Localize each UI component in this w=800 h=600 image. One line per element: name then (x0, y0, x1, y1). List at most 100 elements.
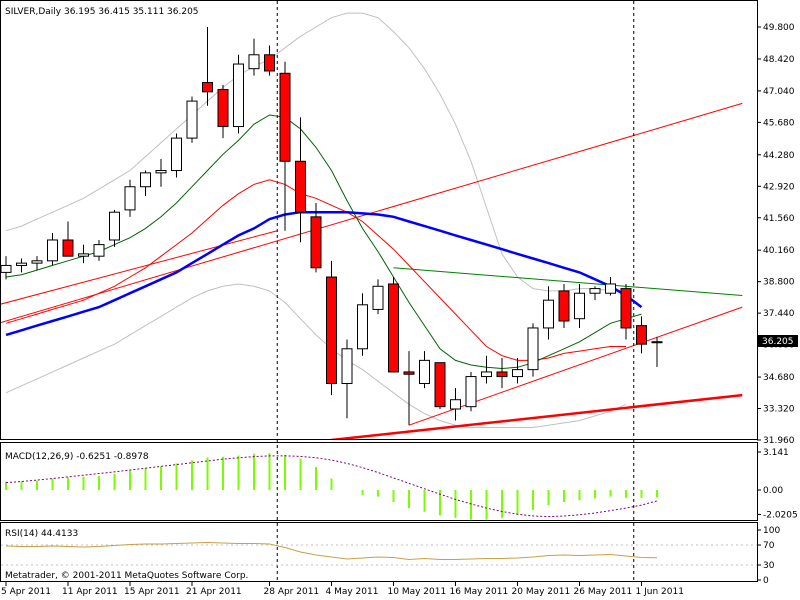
macd-bar (5, 481, 7, 490)
candle (78, 244, 89, 264)
candle (264, 45, 275, 76)
candle (93, 239, 105, 261)
macd-bar (191, 460, 193, 490)
price-tick-label: 33.320 (763, 405, 795, 415)
date-tick-label: 15 Apr 2011 (124, 587, 180, 597)
macd-bar (98, 476, 100, 490)
rsi-label: RSI(14) 44.4133 (5, 529, 78, 539)
date-tick-label: 21 Apr 2011 (186, 587, 242, 597)
macd-tick-label: 0.00 (763, 486, 783, 496)
price-tick-label: 41.560 (763, 214, 795, 224)
macd-label: MACD(12,26,9) -0.6251 -0.8978 (5, 452, 149, 462)
price-tick-label: 42.920 (763, 182, 795, 192)
macd-bar (516, 490, 519, 515)
macd-bar (129, 470, 131, 490)
date-tick-label: 10 May 2011 (388, 587, 447, 597)
candle (140, 170, 151, 196)
macd-bar (299, 458, 302, 490)
price-tick-label: 31.960 (763, 436, 795, 446)
candle (589, 286, 601, 301)
candle (202, 27, 213, 106)
current-price-label: 36.205 (762, 337, 794, 347)
rsi-tick-label: 70 (763, 541, 775, 551)
macd-bar (547, 490, 550, 506)
macd-bar (485, 490, 488, 520)
candle (465, 371, 477, 412)
ma-red-line (5, 179, 626, 361)
candle (155, 158, 167, 187)
candle (372, 279, 384, 315)
price-tick-label: 48.420 (763, 55, 795, 65)
candle (481, 355, 492, 384)
bollinger-bands (5, 12, 627, 428)
price-tick-label: 34.680 (763, 373, 795, 383)
candle (310, 202, 322, 273)
macd-bar (284, 454, 286, 490)
candle (1, 256, 12, 280)
band-lower-line (5, 283, 627, 428)
candle (605, 277, 616, 296)
candle (636, 316, 647, 354)
band-upper-line (5, 12, 627, 294)
candle (109, 209, 120, 247)
candle (558, 283, 570, 328)
macd-bar (454, 490, 457, 518)
macd-bar (563, 490, 565, 503)
rsi-tick-label: 100 (763, 526, 780, 536)
date-tick-label: 1 Jun 2011 (636, 587, 684, 597)
macd-bar (20, 481, 23, 490)
ma-blue-line (5, 210, 643, 337)
macd-bar (408, 490, 410, 509)
trend-line-4 (331, 393, 743, 439)
candle (217, 84, 229, 139)
price-tick-label: 40.160 (763, 246, 795, 256)
price-tick-label: 37.440 (763, 309, 795, 319)
candle (527, 323, 539, 377)
candle (512, 358, 523, 384)
macd-bar (640, 490, 643, 498)
date-axis-labels: 5 Apr 2011 11 Apr 2011 15 Apr 2011 21 Apr 2… (1, 582, 684, 597)
macd-bar (594, 490, 596, 499)
price-pane-frame (0, 0, 758, 440)
price-axis-labels: 49.800 48.420 47.040 45.680 44.280 42.920 41.5… (757, 23, 795, 446)
date-tick-label: 4 May 2011 (326, 587, 379, 597)
price-tick-label: 45.680 (763, 118, 795, 128)
candle (186, 96, 198, 143)
macd-bar (439, 490, 441, 516)
price-tick-label: 47.040 (763, 87, 795, 97)
date-tick-label: 20 May 2011 (512, 587, 571, 597)
candle (47, 233, 58, 266)
macd-signal-line (5, 455, 658, 518)
candle (248, 38, 260, 76)
candle (543, 286, 554, 340)
date-tick-label: 11 Apr 2011 (62, 587, 118, 597)
macd-bar (315, 467, 317, 490)
trend-line-3 (408, 306, 743, 426)
macd-bar (470, 490, 472, 520)
macd-bar (361, 490, 364, 495)
candle (434, 362, 446, 409)
macd-tick-label: -2.0205 (763, 510, 798, 520)
macd-bar (160, 466, 162, 490)
date-tick-label: 5 Apr 2011 (1, 587, 51, 597)
macd-bar (377, 490, 379, 497)
rsi-tick-label: 30 (763, 561, 775, 571)
symbol-header: SILVER,Daily 36.195 36.415 35.111 36.205 (5, 7, 199, 17)
price-tick-label: 49.800 (763, 23, 795, 33)
candle (419, 351, 430, 389)
macd-bar (578, 490, 581, 501)
macd-bar (656, 490, 658, 498)
macd-bar (237, 455, 240, 490)
candle (341, 339, 353, 419)
macd-bar (268, 453, 271, 490)
macd-bar (67, 477, 69, 490)
candle (574, 283, 585, 328)
candle (16, 258, 27, 273)
candle (124, 179, 136, 217)
candle (31, 256, 43, 271)
price-tick-label: 44.280 (763, 151, 795, 161)
macd-bar (330, 478, 333, 490)
period-separators (276, 1, 635, 581)
macd-bar (501, 490, 503, 518)
